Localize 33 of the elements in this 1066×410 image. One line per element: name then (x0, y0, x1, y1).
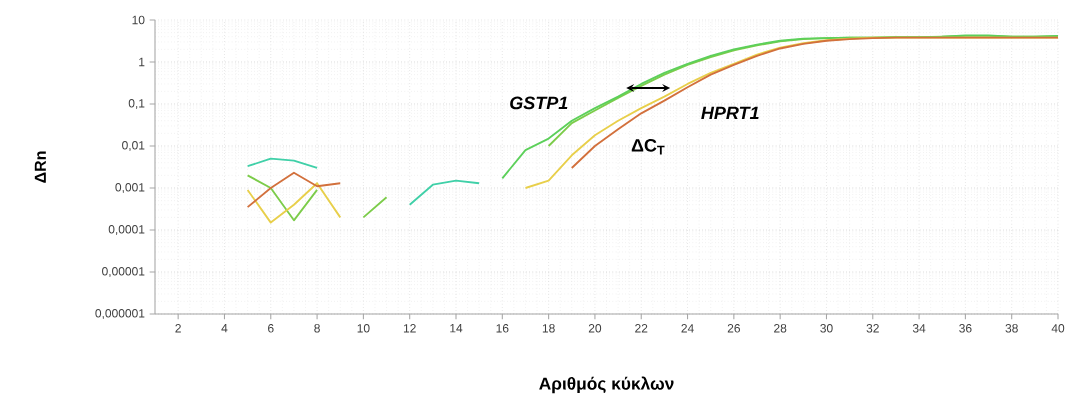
annotation: ΔC$_{T}$ (631, 138, 665, 155)
x-tick-label: 14 (450, 324, 463, 333)
y-tick-label: 0,01 (122, 141, 145, 151)
x-tick-label: 36 (959, 324, 972, 333)
y-tick-label: 10 (132, 15, 145, 25)
x-tick-label: 6 (268, 324, 274, 333)
y-tick-label: 0,00001 (102, 267, 145, 277)
x-tick-label: 40 (1051, 324, 1065, 333)
x-tick-label: 12 (403, 324, 416, 333)
x-axis-title: Αριθμός κύκλων (539, 376, 674, 394)
x-tick-label: 10 (357, 324, 370, 333)
y-tick-label: 0,000001 (95, 309, 145, 319)
x-tick-label: 8 (314, 324, 320, 333)
x-tick-label: 28 (774, 324, 787, 333)
annotation: HPRT1 (701, 106, 759, 120)
x-tick-label: 18 (542, 324, 555, 333)
x-tick-label: 34 (912, 324, 926, 333)
y-tick-label: 0,1 (128, 99, 145, 109)
x-tick-label: 24 (681, 324, 694, 333)
x-tick-label: 4 (221, 324, 228, 333)
x-tick-label: 20 (588, 324, 602, 333)
x-tick-label: 16 (496, 324, 509, 333)
x-tick-label: 26 (727, 324, 740, 333)
x-tick-label: 2 (175, 324, 181, 333)
y-tick-label: 0,001 (115, 183, 145, 193)
x-tick-label: 38 (1005, 324, 1018, 333)
x-tick-label: 22 (635, 324, 648, 333)
annotation: GSTP1 (510, 96, 568, 110)
x-tick-label: 32 (866, 324, 879, 333)
y-axis-title: ΔRn (34, 151, 46, 183)
x-tick-label: 30 (820, 324, 833, 333)
y-tick-label: 1 (139, 57, 145, 67)
y-tick-label: 0,0001 (108, 225, 145, 235)
